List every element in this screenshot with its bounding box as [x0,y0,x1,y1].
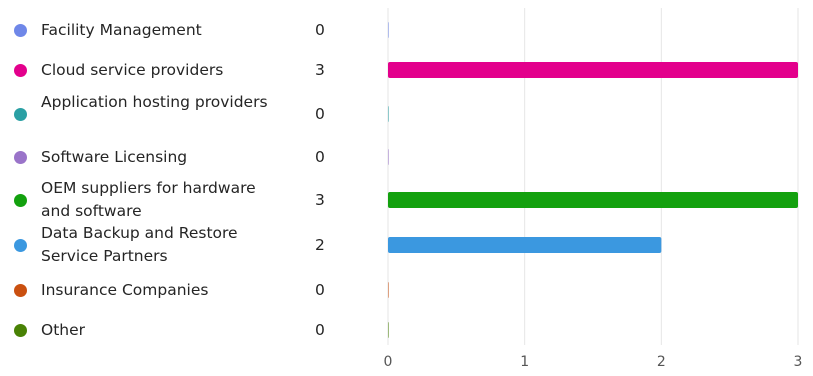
bar[interactable] [388,62,798,78]
category-count: 0 [315,104,325,123]
legend-marker [14,150,27,164]
bar-chart: 0 1 2 3 [384,8,803,370]
legend-row: Application hosting providers 0 [0,91,340,137]
category-label: Application hosting providers [41,93,268,111]
category-label: OEM suppliers for hardware and software [41,179,256,220]
legend-marker [14,193,27,207]
category-count: 3 [315,60,325,79]
legend-row: Insurance Companies 0 [0,279,340,302]
category-count: 3 [315,190,325,209]
bar[interactable] [388,282,389,298]
x-tick-label-2: 2 [657,354,666,370]
legend-marker [14,323,27,337]
category-count: 0 [315,280,325,299]
category-label: Facility Management [41,20,202,39]
legend-marker [14,283,27,297]
legend-row: Facility Management 0 [0,19,340,42]
bar[interactable] [388,22,389,38]
category-count: 0 [315,320,325,339]
legend-row: Other 0 [0,319,340,342]
category-label: Cloud service providers [41,60,224,79]
legend-row: Cloud service providers 3 [0,59,340,82]
legend-row: OEM suppliers for hardware and software 3 [0,177,340,223]
legend-row: Software Licensing 0 [0,146,340,169]
x-tick-label-3: 3 [794,354,803,370]
legend-row: Data Backup and Restore Service Partners… [0,222,340,268]
category-label: Other [41,320,86,339]
category-label: Insurance Companies [41,280,209,299]
x-tick-label-0: 0 [384,354,393,370]
legend: Facility Management 0 Cloud service provid… [0,0,340,376]
category-label: Software Licensing [41,147,188,166]
category-count: 0 [315,20,325,39]
x-tick-label-1: 1 [520,354,529,370]
legend-marker [14,63,27,77]
legend-marker [14,238,27,252]
category-count: 2 [315,235,325,254]
category-count: 0 [315,147,325,166]
legend-marker [14,23,27,37]
bar[interactable] [388,237,662,253]
bar[interactable] [388,149,389,165]
category-label: Data Backup and Restore Service Partners [41,224,238,265]
bar[interactable] [388,106,389,122]
bar[interactable] [388,192,798,208]
bar[interactable] [388,322,389,338]
legend-marker [14,107,27,121]
